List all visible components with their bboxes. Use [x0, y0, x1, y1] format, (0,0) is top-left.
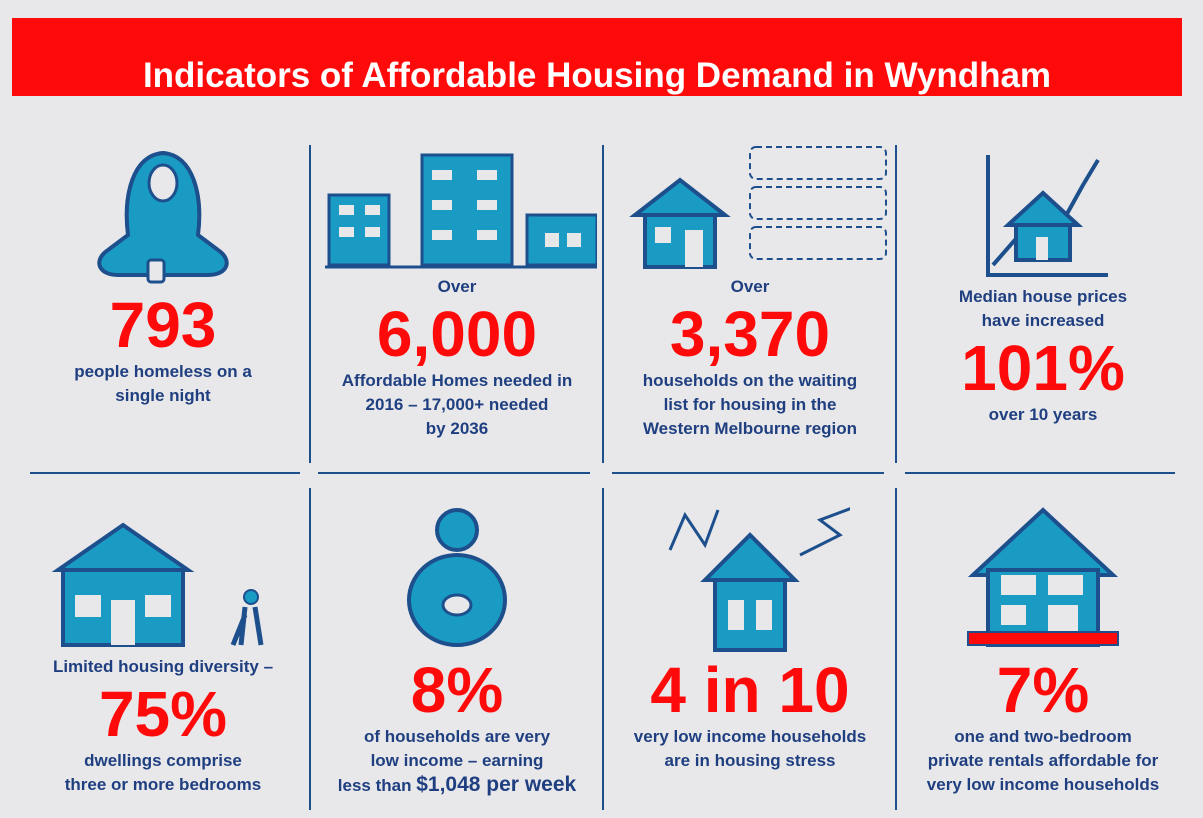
key-figure: 6,000 — [376, 298, 538, 370]
buildings-icon — [325, 153, 597, 269]
caption-line: single night — [115, 386, 211, 405]
lead-text: Median house prices — [958, 287, 1128, 306]
price-chart-icon — [986, 155, 1108, 277]
divider — [602, 145, 604, 463]
rental-house-icon — [967, 507, 1119, 647]
caption-line: private rentals affordable for — [927, 751, 1159, 770]
lead-text: Limited housing diversity – — [52, 657, 274, 676]
divider — [895, 488, 897, 810]
lead-text: have increased — [981, 311, 1105, 330]
caption-line: low income – earning — [370, 751, 544, 770]
title: Indicators of Affordable Housing Demand … — [142, 56, 1052, 95]
lead-text: Over — [730, 277, 770, 296]
divider — [309, 488, 311, 810]
panel: Limited housing diversity – 75% dwellings … — [18, 505, 308, 797]
waiting-list-icon — [629, 146, 887, 269]
key-figure: 8% — [410, 654, 504, 726]
caption-line: of households are very — [363, 727, 551, 746]
panel: 8% of households are very low income – ear… — [312, 505, 602, 798]
divider — [895, 145, 897, 463]
panel-text: Limited housing diversity – 75% dwellings … — [18, 655, 308, 797]
large-house-icon — [51, 522, 264, 647]
lead-text: Over — [437, 277, 477, 296]
caption-line: very low income households — [633, 727, 867, 746]
caption-line: people homeless on a — [74, 362, 252, 381]
divider — [30, 472, 300, 474]
highlight-text: $1,048 per week — [416, 773, 577, 796]
caption-line: three or more bedrooms — [64, 775, 262, 794]
panel-text: 8% of households are very low income – ear… — [312, 655, 602, 798]
title-banner: Indicators of Affordable Housing Demand … — [12, 18, 1182, 96]
panel-text: Over 6,000 Affordable Homes needed in 2016 … — [312, 275, 602, 441]
housing-stress-icon — [668, 507, 850, 652]
caption-line: are in housing stress — [664, 751, 836, 770]
key-figure: 793 — [109, 289, 217, 361]
caption-line: very low income households — [926, 775, 1160, 794]
homeless-icon — [97, 150, 229, 284]
caption-line: dwellings comprise — [84, 751, 242, 770]
caption-line: over 10 years — [988, 405, 1098, 424]
piggy-bank-icon — [407, 508, 507, 647]
panel-text: Over 3,370 households on the waiting list f… — [605, 275, 895, 441]
caption-line: less than $1,048 per week — [337, 773, 577, 796]
panel: Over 3,370 households on the waiting list f… — [605, 145, 895, 441]
panel: 7% one and two-bedroom private rentals aff… — [898, 505, 1188, 797]
panel-text: 7% one and two-bedroom private rentals aff… — [898, 655, 1188, 797]
caption-line: one and two-bedroom — [954, 727, 1132, 746]
panel-text: 4 in 10 very low income households are in … — [605, 655, 895, 773]
panel: 4 in 10 very low income households are in … — [605, 505, 895, 773]
panel: Over 6,000 Affordable Homes needed in 2016 … — [312, 145, 602, 441]
key-figure: 7% — [996, 654, 1090, 726]
panel: Median house prices have increased 101% ove… — [898, 145, 1188, 427]
divider — [602, 488, 604, 810]
panel-text: 793 people homeless on a single night — [18, 290, 308, 408]
panel: 793 people homeless on a single night — [18, 145, 308, 408]
divider — [309, 145, 311, 463]
caption-line: list for housing in the — [663, 395, 837, 414]
divider — [318, 472, 590, 474]
caption-line: Western Melbourne region — [642, 419, 858, 438]
caption-line: households on the waiting — [642, 371, 858, 390]
panel-text: Median house prices have increased 101% ove… — [898, 285, 1188, 427]
caption-line: by 2036 — [425, 419, 489, 438]
divider — [612, 472, 884, 474]
key-figure: 4 in 10 — [650, 654, 850, 726]
key-figure: 101% — [961, 332, 1125, 404]
divider — [905, 472, 1175, 474]
key-figure: 75% — [98, 678, 228, 750]
caption-line: Affordable Homes needed in — [341, 371, 573, 390]
key-figure: 3,370 — [669, 298, 831, 370]
caption-line: 2016 – 17,000+ needed — [365, 395, 549, 414]
